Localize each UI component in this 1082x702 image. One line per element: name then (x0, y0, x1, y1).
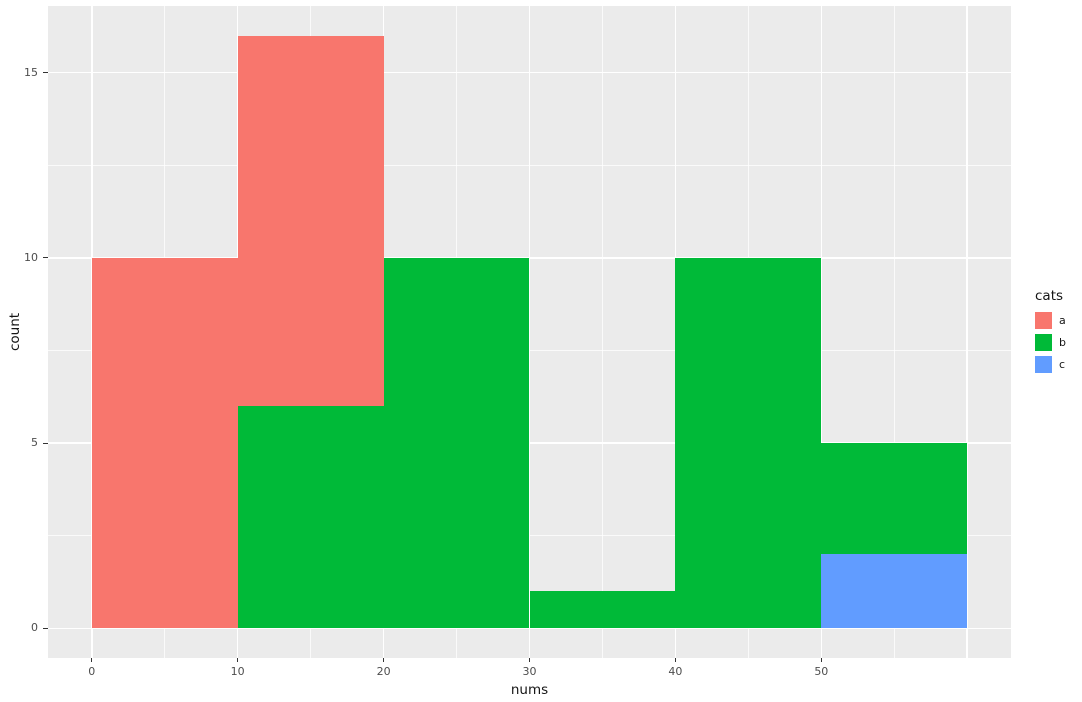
y-gridline-major-15 (48, 71, 1011, 74)
y-tick-label-10: 10 (24, 250, 38, 264)
x-gridline-major-30 (528, 6, 531, 658)
y-tick-label-15: 15 (24, 65, 38, 79)
x-tick-label-40: 40 (668, 665, 683, 678)
legend-swatch-b (1035, 334, 1052, 351)
y-tick-mark-10 (43, 257, 48, 259)
y-tick-label-0: 0 (31, 621, 38, 635)
x-tick-mark-0 (91, 658, 93, 662)
y-tick-mark-5 (43, 442, 48, 444)
x-tick-mark-30 (529, 658, 530, 662)
y-gridline-major-0 (48, 627, 1011, 630)
x-axis: 0 10 20 30 40 50 (48, 658, 1011, 692)
plot-panel (48, 6, 1011, 658)
x-tick-label-20: 20 (376, 665, 391, 678)
legend-item-c: c (1035, 356, 1066, 373)
bar-segment-b-50-60 (821, 443, 968, 555)
y-tick-mark-0 (43, 627, 48, 629)
x-tick-mark-10 (237, 658, 239, 662)
bar-segment-b-20-30 (383, 257, 530, 629)
bar-segment-b-10-20 (237, 406, 384, 629)
x-gridline-major-60 (966, 6, 968, 658)
x-tick-label-50: 50 (814, 665, 829, 678)
x-tick-label-30: 30 (522, 665, 537, 678)
legend-label-c: c (1059, 358, 1066, 371)
legend-label-b: b (1059, 336, 1066, 349)
x-axis-title: nums (510, 682, 549, 698)
legend-swatch-a (1035, 312, 1052, 329)
y-gridline-major-5 (48, 442, 1011, 444)
legend-title: cats (1035, 288, 1064, 304)
x-tick-label-0: 0 (88, 665, 96, 678)
bar-segment-b-40-50 (675, 257, 822, 629)
y-axis-title: count (7, 312, 23, 352)
bar-segment-a-0-10 (91, 257, 238, 629)
bar-segment-c-50-60 (821, 554, 968, 629)
legend-item-b: b (1035, 334, 1066, 351)
x-tick-mark-20 (383, 658, 385, 662)
bar-segment-b-30-40 (529, 591, 676, 629)
legend-swatch-c (1035, 356, 1052, 373)
x-tick-mark-40 (674, 658, 676, 662)
x-gridline-minor-55 (893, 6, 895, 658)
y-tick-mark-15 (43, 72, 48, 74)
y-axis: 0 5 10 15 (0, 6, 48, 658)
x-tick-label-10: 10 (230, 665, 245, 678)
bar-segment-a-10-20 (237, 35, 384, 407)
x-gridline-minor-35 (601, 6, 603, 658)
legend-label-a: a (1059, 314, 1066, 327)
x-gridline-major-50 (820, 6, 823, 658)
y-gridline-major-10 (48, 257, 1011, 259)
y-tick-label-5: 5 (31, 436, 38, 450)
x-tick-mark-50 (820, 658, 822, 662)
legend-item-a: a (1035, 312, 1066, 329)
